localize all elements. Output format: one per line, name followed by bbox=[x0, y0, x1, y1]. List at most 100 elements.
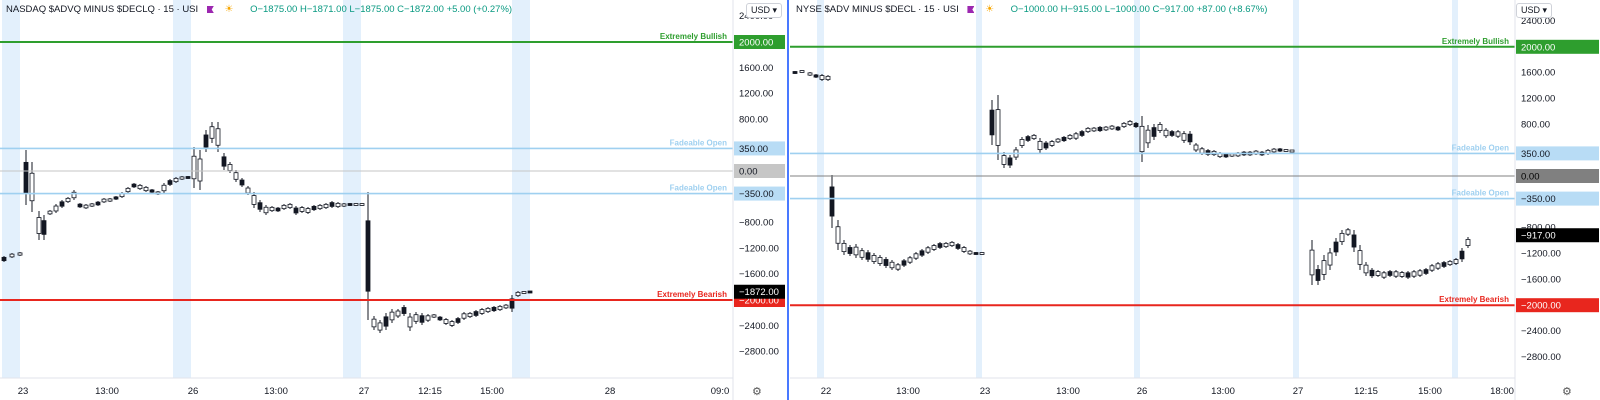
candle-body bbox=[1229, 153, 1235, 157]
currency-button[interactable]: USD ▾ bbox=[746, 3, 783, 18]
candle-body bbox=[23, 161, 29, 194]
candle-body bbox=[871, 255, 877, 262]
candle-body bbox=[937, 243, 943, 248]
level-label: Extremely Bearish bbox=[1439, 295, 1509, 304]
candle-body bbox=[1025, 136, 1031, 141]
candle-body bbox=[1, 256, 7, 262]
candle-body bbox=[1309, 249, 1315, 276]
time-axis-label: 13:00 bbox=[264, 386, 288, 397]
level-tag-label: 2000.00 bbox=[739, 38, 773, 49]
candle-body bbox=[973, 252, 979, 255]
price-axis-label: −2400.00 bbox=[739, 321, 779, 332]
candle-body bbox=[36, 217, 42, 234]
candle-body bbox=[1417, 270, 1423, 276]
candle-body bbox=[509, 298, 515, 309]
candle-body bbox=[901, 260, 907, 266]
price-chart[interactable]: Extremely Bullish Fadeable Open Fadeable O… bbox=[0, 0, 786, 400]
candle-body bbox=[859, 250, 865, 258]
last-price-label: −1872.00 bbox=[739, 287, 779, 298]
candle-body bbox=[989, 109, 995, 136]
gear-icon[interactable]: ⚙ bbox=[1562, 386, 1572, 398]
candle-body bbox=[835, 226, 841, 244]
time-axis-label: 18:00 bbox=[1490, 386, 1514, 397]
level-label: Extremely Bullish bbox=[660, 32, 727, 41]
candle-body bbox=[1121, 122, 1127, 128]
candle-body bbox=[299, 207, 305, 212]
candle-body bbox=[1381, 272, 1387, 278]
candle-body bbox=[401, 307, 407, 314]
candle-body bbox=[209, 126, 215, 139]
candle-body bbox=[1441, 262, 1447, 267]
last-price-tag bbox=[734, 284, 785, 299]
candle-body bbox=[1333, 241, 1339, 253]
candle-body bbox=[407, 316, 413, 328]
session-shade bbox=[173, 0, 191, 378]
candle-body bbox=[1097, 126, 1103, 132]
candle-body bbox=[497, 305, 503, 311]
time-axis-label: 13:00 bbox=[1211, 386, 1235, 397]
candle-body bbox=[1019, 139, 1025, 146]
level-tag-label: 0.00 bbox=[1521, 172, 1540, 183]
flag-icon[interactable] bbox=[967, 6, 975, 13]
price-axis-label: −1600.00 bbox=[1521, 274, 1561, 285]
flag-icon[interactable] bbox=[206, 6, 214, 13]
price-axis-label: −800.00 bbox=[739, 218, 774, 229]
candle-body bbox=[203, 134, 209, 148]
level-label: Fadeable Open bbox=[1452, 189, 1509, 198]
session-shade bbox=[1452, 0, 1458, 378]
candle-body bbox=[527, 290, 533, 294]
level-label: Fadeable Open bbox=[670, 138, 727, 147]
candle-body bbox=[317, 204, 323, 210]
price-axis-label: −2800.00 bbox=[1521, 352, 1561, 363]
time-axis-label: 27 bbox=[1293, 386, 1304, 397]
time-axis-label: 13:00 bbox=[95, 386, 119, 397]
candle-body bbox=[1067, 134, 1073, 140]
candle-body bbox=[107, 198, 113, 202]
candle-body bbox=[1145, 129, 1151, 144]
candle-body bbox=[293, 207, 299, 214]
candle-body bbox=[1453, 259, 1459, 264]
candle-body bbox=[485, 307, 491, 313]
level-tag bbox=[1516, 39, 1599, 54]
candle-body bbox=[239, 179, 245, 186]
symbol-header: NASDAQ $ADVQ MINUS $DECLQ · 15 · USI ☀ O… bbox=[6, 4, 512, 15]
candle-body bbox=[943, 242, 949, 248]
gear-icon[interactable]: ⚙ bbox=[752, 386, 762, 398]
candle-body bbox=[1345, 229, 1351, 235]
currency-button[interactable]: USD ▾ bbox=[1516, 3, 1553, 18]
candle-body bbox=[65, 197, 71, 203]
candle-body bbox=[365, 220, 371, 292]
candle-body bbox=[1169, 131, 1175, 136]
candle-body bbox=[227, 164, 233, 171]
currency-label: USD bbox=[751, 5, 771, 15]
candle-body bbox=[895, 264, 901, 270]
candle-body bbox=[995, 109, 1001, 146]
symbol-label: NASDAQ $ADVQ MINUS $DECLQ · 15 · USI bbox=[6, 4, 199, 15]
time-axis-label: 27 bbox=[359, 386, 370, 397]
time-axis-label: 13:00 bbox=[1056, 386, 1080, 397]
last-price-label: −917.00 bbox=[1521, 231, 1556, 242]
candle-body bbox=[913, 253, 919, 259]
candle-body bbox=[979, 252, 985, 255]
price-axis-label: −800.00 bbox=[1521, 223, 1556, 234]
chart-panel-nyse[interactable]: NYSE $ADV MINUS $DECL · 15 · USI ☀ O−100… bbox=[790, 0, 1600, 400]
candle-body bbox=[807, 72, 813, 76]
session-shade bbox=[2, 0, 20, 378]
chart-panel-nasdaq[interactable]: NASDAQ $ADVQ MINUS $DECLQ · 15 · USI ☀ O… bbox=[0, 0, 786, 400]
candle-body bbox=[1205, 150, 1211, 155]
time-axis-label: 28 bbox=[605, 386, 616, 397]
level-tag-label: −2000.00 bbox=[739, 296, 779, 307]
candle-body bbox=[877, 257, 883, 264]
panel-divider[interactable] bbox=[786, 0, 790, 400]
level-tag bbox=[734, 141, 785, 156]
time-axis-label: 12:15 bbox=[418, 386, 442, 397]
candle-body bbox=[251, 195, 257, 205]
candle-body bbox=[1465, 239, 1471, 246]
candle-body bbox=[1049, 141, 1055, 146]
candle-body bbox=[1459, 250, 1465, 260]
candle-body bbox=[1139, 125, 1145, 153]
price-chart[interactable]: Extremely Bullish Fadeable Open Fadeable O… bbox=[790, 0, 1600, 400]
candle-body bbox=[419, 315, 425, 323]
candle-body bbox=[1157, 124, 1163, 131]
candle-body bbox=[1073, 133, 1079, 139]
